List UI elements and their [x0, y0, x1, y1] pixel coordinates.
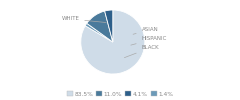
Legend: 83.5%, 11.0%, 4.1%, 1.4%: 83.5%, 11.0%, 4.1%, 1.4%: [66, 90, 174, 97]
Text: ASIAN: ASIAN: [133, 27, 158, 34]
Text: BLACK: BLACK: [124, 45, 159, 58]
Wedge shape: [85, 23, 113, 42]
Wedge shape: [87, 11, 113, 42]
Text: WHITE: WHITE: [61, 16, 106, 22]
Text: HISPANIC: HISPANIC: [131, 36, 167, 45]
Wedge shape: [81, 10, 145, 74]
Wedge shape: [105, 10, 113, 42]
